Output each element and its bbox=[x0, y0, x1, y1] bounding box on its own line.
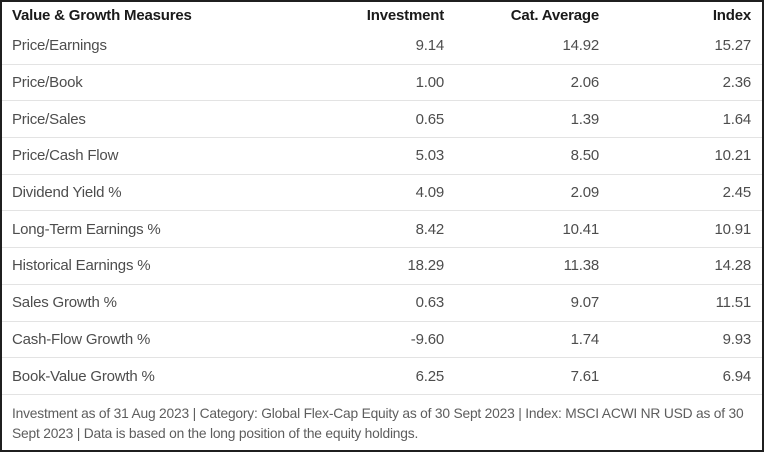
row-cat-average-value: 8.50 bbox=[570, 147, 600, 165]
row-investment-value: 1.00 bbox=[415, 74, 445, 92]
table-row: Price/Earnings 9.14 14.92 15.27 bbox=[2, 28, 762, 65]
row-index-value: 1.64 bbox=[722, 110, 752, 128]
row-label: Price/Book bbox=[12, 74, 83, 92]
row-investment-value: 18.29 bbox=[407, 257, 444, 275]
row-cat-average-value: 1.39 bbox=[570, 110, 600, 128]
row-index-value: 14.28 bbox=[714, 257, 751, 275]
row-label: Price/Earnings bbox=[12, 37, 107, 55]
table-row: Sales Growth % 0.63 9.07 11.51 bbox=[2, 285, 762, 322]
row-label: Dividend Yield % bbox=[12, 184, 122, 202]
row-index-value: 15.27 bbox=[714, 37, 751, 55]
row-index-value: 2.36 bbox=[722, 74, 752, 92]
table-row: Dividend Yield % 4.09 2.09 2.45 bbox=[2, 175, 762, 212]
row-investment-value: 0.65 bbox=[415, 110, 445, 128]
row-cat-average-value: 2.06 bbox=[570, 74, 600, 92]
table-row: Price/Sales 0.65 1.39 1.64 bbox=[2, 101, 762, 139]
row-investment-value: -9.60 bbox=[410, 330, 444, 348]
row-cat-average-value: 11.38 bbox=[563, 257, 600, 275]
table-row: Historical Earnings % 18.29 11.38 14.28 bbox=[2, 248, 762, 285]
row-cat-average-value: 10.41 bbox=[562, 220, 599, 238]
row-investment-value: 5.03 bbox=[415, 147, 445, 165]
row-investment-value: 8.42 bbox=[415, 220, 445, 238]
column-header-index: Index bbox=[712, 6, 751, 24]
column-header-cat-average: Cat. Average bbox=[510, 6, 599, 24]
row-index-value: 9.93 bbox=[722, 330, 752, 348]
table-row: Price/Book 1.00 2.06 2.36 bbox=[2, 65, 762, 102]
row-investment-value: 6.25 bbox=[415, 367, 445, 385]
row-cat-average-value: 9.07 bbox=[570, 294, 600, 312]
row-cat-average-value: 7.61 bbox=[570, 367, 600, 385]
row-label: Sales Growth % bbox=[12, 294, 117, 312]
table-row: Book-Value Growth % 6.25 7.61 6.94 bbox=[2, 358, 762, 395]
row-index-value: 6.94 bbox=[722, 367, 752, 385]
row-investment-value: 0.63 bbox=[415, 294, 445, 312]
column-header-investment: Investment bbox=[366, 6, 444, 24]
row-index-value: 2.45 bbox=[722, 184, 752, 202]
row-label: Price/Sales bbox=[12, 110, 86, 128]
row-cat-average-value: 2.09 bbox=[570, 184, 600, 202]
row-investment-value: 9.14 bbox=[415, 37, 445, 55]
row-index-value: 10.21 bbox=[714, 147, 751, 165]
row-label: Long-Term Earnings % bbox=[12, 220, 161, 238]
table-header-row: Value & Growth Measures Investment Cat. … bbox=[2, 2, 762, 28]
table-title: Value & Growth Measures bbox=[12, 6, 192, 24]
row-label: Price/Cash Flow bbox=[12, 147, 119, 165]
table-footnote: Investment as of 31 Aug 2023 | Category:… bbox=[12, 405, 744, 442]
row-investment-value: 4.09 bbox=[415, 184, 445, 202]
row-label: Historical Earnings % bbox=[12, 257, 151, 275]
row-label: Book-Value Growth % bbox=[12, 367, 155, 385]
row-label: Cash-Flow Growth % bbox=[12, 330, 151, 348]
table-row: Cash-Flow Growth % -9.60 1.74 9.93 bbox=[2, 322, 762, 359]
table-row: Long-Term Earnings % 8.42 10.41 10.91 bbox=[2, 211, 762, 249]
table-row: Price/Cash Flow 5.03 8.50 10.21 bbox=[2, 138, 762, 175]
row-index-value: 11.51 bbox=[715, 294, 752, 312]
row-cat-average-value: 14.92 bbox=[562, 37, 599, 55]
row-index-value: 10.91 bbox=[714, 220, 751, 238]
row-cat-average-value: 1.74 bbox=[570, 330, 600, 348]
